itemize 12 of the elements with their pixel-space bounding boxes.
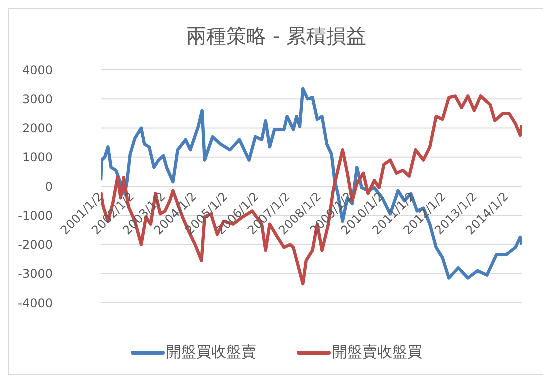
y-tick-label: -2000 — [18, 238, 53, 252]
y-tick-label: -3000 — [18, 267, 53, 282]
y-tick-label: 0 — [45, 180, 53, 194]
y-tick-label: 3000 — [22, 92, 53, 106]
y-tick-label: 4000 — [22, 63, 53, 78]
y-tick-label: 1000 — [22, 150, 53, 165]
legend-label: 開盤賣收盤買 — [332, 343, 422, 362]
y-tick-label: 2000 — [22, 122, 53, 136]
y-tick-label: -1000 — [18, 208, 53, 223]
legend-label: 開盤買收盤賣 — [166, 343, 256, 362]
y-tick-label: -4000 — [18, 296, 53, 310]
chart-title: 兩種策略 - 累積損益 — [186, 23, 368, 50]
